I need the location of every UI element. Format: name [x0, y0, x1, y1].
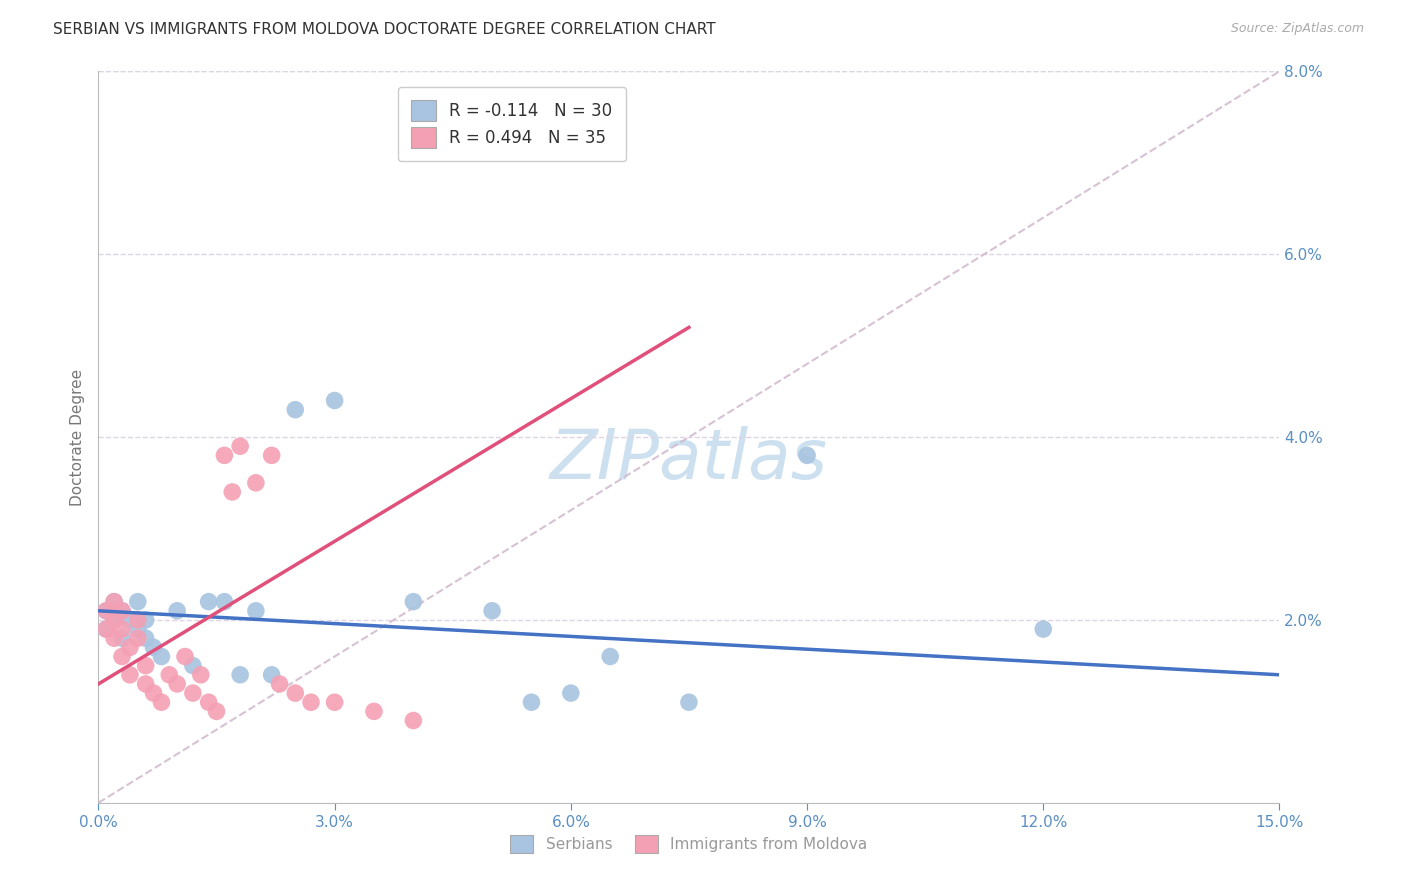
Point — [142, 686, 165, 700]
Point — [96, 622, 118, 636]
Point — [174, 649, 197, 664]
Point — [111, 632, 134, 646]
Point — [135, 632, 157, 646]
Point — [157, 667, 180, 681]
Point — [1032, 622, 1054, 636]
Point — [363, 705, 385, 719]
Point — [402, 714, 425, 728]
Point — [135, 677, 157, 691]
Point — [111, 649, 134, 664]
Point — [197, 695, 219, 709]
Point — [96, 604, 118, 618]
Point — [181, 658, 204, 673]
Point — [284, 686, 307, 700]
Point — [127, 632, 149, 646]
Point — [127, 613, 149, 627]
Point — [520, 695, 543, 709]
Point — [214, 449, 236, 463]
Legend: Serbians, Immigrants from Moldova: Serbians, Immigrants from Moldova — [503, 827, 875, 861]
Point — [150, 649, 173, 664]
Point — [299, 695, 322, 709]
Point — [229, 667, 252, 681]
Text: Source: ZipAtlas.com: Source: ZipAtlas.com — [1230, 22, 1364, 36]
Point — [678, 695, 700, 709]
Point — [150, 695, 173, 709]
Point — [245, 604, 267, 618]
Point — [103, 613, 125, 627]
Point — [260, 449, 283, 463]
Point — [127, 595, 149, 609]
Point — [190, 667, 212, 681]
Point — [103, 632, 125, 646]
Point — [166, 604, 188, 618]
Text: ZIPatlas: ZIPatlas — [550, 425, 828, 492]
Point — [96, 604, 118, 618]
Point — [103, 613, 125, 627]
Point — [103, 595, 125, 609]
Point — [560, 686, 582, 700]
Point — [229, 439, 252, 453]
Point — [135, 658, 157, 673]
Point — [323, 695, 346, 709]
Point — [796, 449, 818, 463]
Point — [599, 649, 621, 664]
Point — [221, 485, 243, 500]
Point — [111, 622, 134, 636]
Point — [127, 622, 149, 636]
Point — [260, 667, 283, 681]
Text: SERBIAN VS IMMIGRANTS FROM MOLDOVA DOCTORATE DEGREE CORRELATION CHART: SERBIAN VS IMMIGRANTS FROM MOLDOVA DOCTO… — [53, 22, 716, 37]
Point — [142, 640, 165, 655]
Point — [481, 110, 503, 124]
Point — [269, 677, 291, 691]
Point — [284, 402, 307, 417]
Point — [197, 595, 219, 609]
Point — [181, 686, 204, 700]
Point — [135, 613, 157, 627]
Point — [166, 677, 188, 691]
Point — [245, 475, 267, 490]
Point — [118, 640, 141, 655]
Point — [402, 595, 425, 609]
Point — [96, 622, 118, 636]
Point — [111, 604, 134, 618]
Point — [118, 667, 141, 681]
Point — [323, 393, 346, 408]
Point — [214, 595, 236, 609]
Y-axis label: Doctorate Degree: Doctorate Degree — [69, 368, 84, 506]
Point — [481, 604, 503, 618]
Point — [118, 613, 141, 627]
Point — [205, 705, 228, 719]
Point — [103, 595, 125, 609]
Point — [111, 604, 134, 618]
